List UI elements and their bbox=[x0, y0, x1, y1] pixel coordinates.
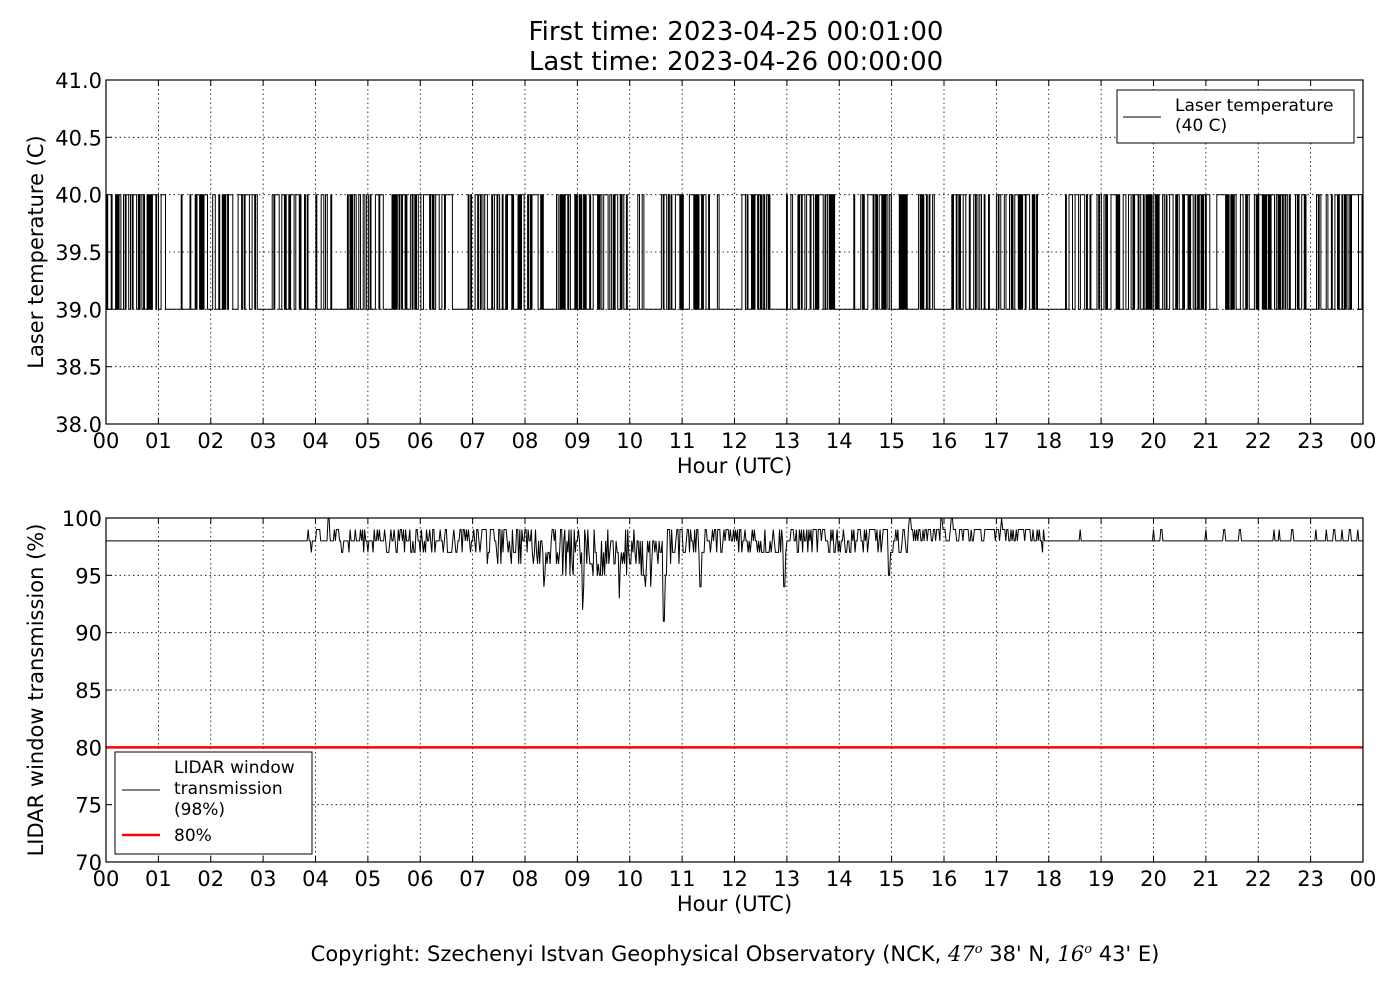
temp-xtick-label: 07 bbox=[459, 429, 486, 453]
temp-xtick-label: 18 bbox=[1035, 429, 1062, 453]
temp-ytick-label: 40.5 bbox=[55, 126, 102, 150]
legend-label-laser-temperature: Laser temperature bbox=[1175, 96, 1333, 116]
lidar-xtick-label: 15 bbox=[878, 867, 905, 891]
legend-label-laser-temperature: (40 C) bbox=[1175, 116, 1227, 136]
longitude-degree-sign: o bbox=[1084, 942, 1093, 957]
lidar-transmission-series-line bbox=[106, 517, 1363, 622]
temp-xtick-label: 00 bbox=[93, 429, 120, 453]
lidar-xaxis-label: Hour (UTC) bbox=[677, 892, 792, 916]
lidar-xtick-label: 03 bbox=[250, 867, 277, 891]
lidar-xtick-label: 04 bbox=[302, 867, 329, 891]
laser-temperature-legend: Laser temperature(40 C) bbox=[1116, 89, 1355, 144]
legend-label-80: 80% bbox=[174, 826, 212, 846]
longitude-minutes: 43' E) bbox=[1098, 942, 1160, 966]
lidar-xtick-label: 21 bbox=[1193, 867, 1220, 891]
copyright-text: Copyright: Szechenyi Istvan Geophysical … bbox=[310, 942, 942, 966]
lidar-ytick-label: 85 bbox=[75, 679, 102, 703]
temp-xtick-label: 06 bbox=[407, 429, 434, 453]
lidar-xtick-label: 10 bbox=[616, 867, 643, 891]
lidar-xtick-label: 18 bbox=[1035, 867, 1062, 891]
temp-xtick-label: 23 bbox=[1297, 429, 1324, 453]
lidar-xtick-label: 05 bbox=[355, 867, 382, 891]
temp-xtick-label: 03 bbox=[250, 429, 277, 453]
lidar-xtick-label: 14 bbox=[826, 867, 853, 891]
lidar-xtick-label: 17 bbox=[983, 867, 1010, 891]
legend-label-transmission: (98%) bbox=[174, 800, 225, 820]
lidar-xtick-label: 02 bbox=[197, 867, 224, 891]
temp-ytick-label: 38.0 bbox=[55, 413, 102, 437]
temp-xtick-label: 14 bbox=[826, 429, 853, 453]
legend-label-transmission: transmission bbox=[174, 779, 283, 799]
lidar-xtick-label: 12 bbox=[721, 867, 748, 891]
temp-xtick-label: 16 bbox=[931, 429, 958, 453]
legend-box bbox=[114, 751, 313, 855]
lidar-frame bbox=[105, 517, 1364, 863]
lidar-xtick-label: 09 bbox=[564, 867, 591, 891]
temp-xtick-label: 04 bbox=[302, 429, 329, 453]
temp-ytick-label: 38.5 bbox=[55, 356, 102, 380]
lidar-xtick-label: 01 bbox=[145, 867, 172, 891]
latitude-degrees: 47 bbox=[947, 942, 975, 966]
temp-ytick-label: 41.0 bbox=[55, 69, 102, 93]
temp-xtick-label: 05 bbox=[355, 429, 382, 453]
lidar-xtick-label: 06 bbox=[407, 867, 434, 891]
lidar-xtick-label: 19 bbox=[1088, 867, 1115, 891]
lidar-xtick-label: 16 bbox=[931, 867, 958, 891]
lidar-xtick-label: 00 bbox=[1350, 867, 1377, 891]
temp-xtick-label: 10 bbox=[616, 429, 643, 453]
temp-ytick-label: 40.0 bbox=[55, 184, 102, 208]
lidar-xtick-label: 20 bbox=[1140, 867, 1167, 891]
temp-xtick-label: 21 bbox=[1193, 429, 1220, 453]
chart-title-first-time: First time: 2023-04-25 00:01:00 bbox=[528, 17, 944, 47]
temp-xtick-label: 01 bbox=[145, 429, 172, 453]
laser-temperature-series-line bbox=[106, 194, 1364, 310]
temp-xtick-label: 13 bbox=[774, 429, 801, 453]
temp-yaxis-label: Laser temperature (C) bbox=[24, 135, 48, 368]
temp-xtick-label: 09 bbox=[564, 429, 591, 453]
lidar-xtick-label: 07 bbox=[459, 867, 486, 891]
temp-xtick-label: 15 bbox=[878, 429, 905, 453]
lidar-xtick-label: 22 bbox=[1245, 867, 1272, 891]
temp-frame bbox=[105, 79, 1364, 425]
latitude-minutes: 38' N, bbox=[989, 942, 1051, 966]
temp-ytick-label: 39.5 bbox=[55, 241, 102, 265]
temp-xtick-label: 19 bbox=[1088, 429, 1115, 453]
lidar-xtick-label: 13 bbox=[774, 867, 801, 891]
lidar-ytick-label: 75 bbox=[75, 794, 102, 818]
temp-xtick-label: 00 bbox=[1350, 429, 1377, 453]
lidar-transmission-axes: 00 01 02 03 04 05 06 07 08 09 10 11 12 13 14 15 16 17 18 19… bbox=[24, 507, 1376, 916]
lidar-ytick-label: 95 bbox=[75, 564, 102, 588]
chart-title-last-time: Last time: 2023-04-26 00:00:00 bbox=[528, 47, 944, 77]
legend-label-transmission: LIDAR window bbox=[174, 758, 295, 778]
lidar-ytick-label: 90 bbox=[75, 622, 102, 646]
lidar-xtick-label: 11 bbox=[669, 867, 696, 891]
longitude-degrees: 16 bbox=[1057, 942, 1085, 966]
copyright-footer: Copyright: Szechenyi Istvan Geophysical … bbox=[0, 935, 1400, 969]
lidar-yaxis-label: LIDAR window transmission (%) bbox=[24, 524, 48, 857]
temp-ytick-label: 39.0 bbox=[55, 298, 102, 322]
lidar-xtick-label: 08 bbox=[512, 867, 539, 891]
lidar-ytick-label: 80 bbox=[75, 736, 102, 760]
temp-xtick-label: 12 bbox=[721, 429, 748, 453]
temp-xaxis-label: Hour (UTC) bbox=[677, 454, 792, 478]
lidar-ytick-label: 100 bbox=[62, 507, 102, 531]
lidar-ytick-label: 70 bbox=[75, 851, 102, 875]
laser-temperature-axes: 00 01 02 03 04 05 06 07 08 09 10 11 12 13 14 15 16 17 18 19… bbox=[24, 69, 1376, 478]
temp-xtick-label: 20 bbox=[1140, 429, 1167, 453]
temp-xtick-label: 02 bbox=[197, 429, 224, 453]
temp-xtick-label: 11 bbox=[669, 429, 696, 453]
temp-xtick-label: 08 bbox=[512, 429, 539, 453]
latitude-degree-sign: o bbox=[974, 942, 983, 957]
lidar-xtick-label: 00 bbox=[93, 867, 120, 891]
temp-xtick-label: 17 bbox=[983, 429, 1010, 453]
temp-xtick-label: 22 bbox=[1245, 429, 1272, 453]
lidar-xtick-label: 23 bbox=[1297, 867, 1324, 891]
